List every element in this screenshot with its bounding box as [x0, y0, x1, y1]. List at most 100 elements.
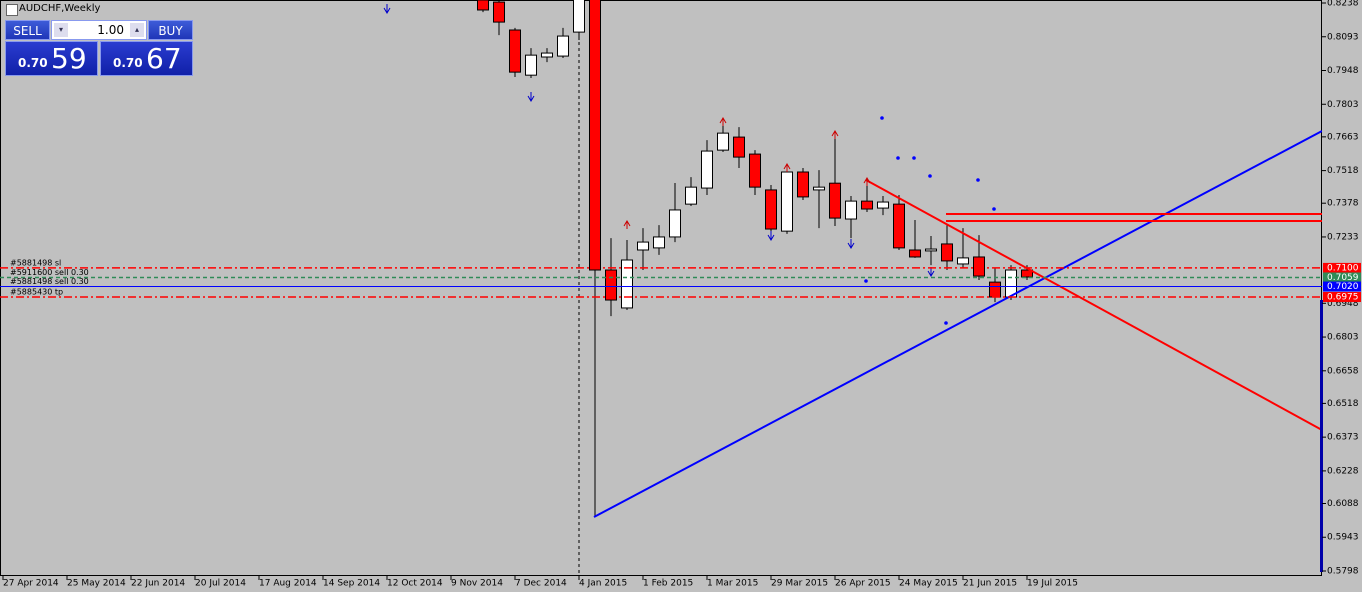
- bid-price[interactable]: 0.70 59: [5, 41, 98, 76]
- price-label: 0.7020: [1327, 282, 1359, 292]
- y-tick-label: 0.5943: [1327, 533, 1359, 543]
- x-tick-label: 4 Jan 2015: [579, 579, 627, 589]
- price-label-bg: [1323, 272, 1361, 283]
- lot-value[interactable]: 1.00: [97, 23, 124, 37]
- y-tick-label: 0.6803: [1327, 333, 1359, 343]
- candle-body: [605, 269, 617, 301]
- candle-body: [925, 248, 937, 252]
- x-tick-label: 9 Nov 2014: [451, 579, 503, 589]
- window-icon: [6, 4, 18, 16]
- price-label-bg: [1323, 292, 1361, 303]
- candle-body: [717, 132, 729, 151]
- candle-body: [781, 171, 793, 232]
- candle-body: [493, 1, 505, 23]
- candle-body: [573, 0, 585, 33]
- order-label: #5885430 tp: [10, 288, 63, 297]
- candle-body: [637, 241, 649, 251]
- y-tick-label: 0.6373: [1327, 433, 1359, 443]
- candle-body: [477, 0, 489, 11]
- x-tick-label: 17 Aug 2014: [259, 579, 317, 589]
- x-tick-label: 7 Dec 2014: [515, 579, 567, 589]
- candle-body: [909, 249, 921, 258]
- price-label-bg: [1323, 281, 1361, 292]
- candle-body: [845, 200, 857, 220]
- candle-body: [1021, 269, 1033, 278]
- indicator-dots: [864, 116, 996, 325]
- x-tick-label: 22 Jun 2014: [131, 579, 185, 589]
- order-label: #5881498 sell 0.30: [10, 277, 89, 286]
- price-label: 0.6975: [1327, 293, 1359, 303]
- x-tick-label: 12 Oct 2014: [387, 579, 443, 589]
- y-tick-label: 0.7378: [1327, 199, 1359, 209]
- candle-body: [989, 281, 1001, 298]
- candle-body: [797, 171, 809, 198]
- x-tick-label: 27 Apr 2014: [3, 579, 59, 589]
- trendline: [865, 179, 1322, 431]
- candle-body: [893, 203, 905, 249]
- candle-body: [829, 182, 841, 219]
- x-tick-label: 1 Mar 2015: [707, 579, 758, 589]
- y-tick-label: 0.7948: [1327, 66, 1359, 76]
- x-tick-label: 19 Jul 2015: [1027, 579, 1078, 589]
- y-tick-label: 0.8093: [1327, 32, 1359, 42]
- y-tick-label: 0.7233: [1327, 232, 1359, 242]
- x-tick-label: 24 May 2015: [899, 579, 958, 589]
- lot-down[interactable]: ▾: [54, 23, 68, 37]
- ask-pips: 67: [146, 42, 182, 75]
- fractal-down: [383, 4, 935, 277]
- y-tick-label: 0.5798: [1327, 567, 1359, 577]
- x-tick-label: 21 Jun 2015: [963, 579, 1017, 589]
- y-tick-label: 0.7803: [1327, 100, 1359, 110]
- bid-pips: 59: [51, 42, 87, 75]
- order-label: #5911600 sell 0.30: [10, 268, 89, 277]
- candle-body: [973, 256, 985, 277]
- fractal-up: [623, 117, 871, 229]
- bid-prefix: 0.70: [18, 56, 48, 70]
- y-tick-label: 0.6658: [1327, 366, 1359, 376]
- trendline: [593, 130, 1322, 518]
- candle-body: [749, 153, 761, 188]
- candle-body: [589, 0, 601, 271]
- candle-body: [669, 209, 681, 238]
- plot-area: [477, 0, 1033, 517]
- lot-up[interactable]: ▴: [130, 23, 144, 37]
- order-label: #5881498 sl: [10, 258, 61, 267]
- candle-body: [685, 186, 697, 205]
- y-tick-label: 0.6228: [1327, 466, 1359, 476]
- drawings: [383, 4, 1322, 518]
- volume-bar: [1320, 300, 1323, 572]
- buy-button[interactable]: BUY: [148, 20, 193, 40]
- candle-body: [765, 189, 777, 230]
- sell-button[interactable]: SELL: [5, 20, 50, 40]
- price-label-bg: [1323, 262, 1361, 273]
- candle-body: [541, 52, 553, 58]
- one-click-trading: SELL ▾ 1.00 ▴ BUY 0.70 59 0.70 67: [5, 20, 193, 76]
- candle-body: [525, 54, 537, 76]
- price-label: 0.7100: [1327, 263, 1359, 273]
- y-tick-label: 0.7663: [1327, 132, 1359, 142]
- candle-body: [621, 259, 633, 309]
- x-tick-label: 1 Feb 2015: [643, 579, 693, 589]
- candle-body: [941, 243, 953, 262]
- window-title: AUDCHF,Weekly: [19, 3, 101, 14]
- plot-frame: [0, 0, 1322, 576]
- lot-box[interactable]: ▾ 1.00 ▴: [51, 20, 147, 40]
- y-tick-label: 0.7518: [1327, 166, 1359, 176]
- ask-price[interactable]: 0.70 67: [100, 41, 193, 76]
- candle-body: [877, 201, 889, 209]
- x-tick-label: 29 Mar 2015: [771, 579, 828, 589]
- candle-body: [813, 186, 825, 191]
- y-tick-label: 0.6518: [1327, 399, 1359, 409]
- x-tick-label: 25 May 2014: [67, 579, 126, 589]
- candle-body: [957, 257, 969, 265]
- x-tick-label: 20 Jul 2014: [195, 579, 246, 589]
- candle-body: [653, 236, 665, 249]
- y-tick-label: 0.8238: [1327, 0, 1359, 9]
- candle-body: [733, 136, 745, 158]
- ask-prefix: 0.70: [113, 56, 143, 70]
- y-tick-label: 0.6948: [1327, 299, 1359, 309]
- candle-body: [557, 35, 569, 57]
- y-tick-label: 0.6088: [1327, 499, 1359, 509]
